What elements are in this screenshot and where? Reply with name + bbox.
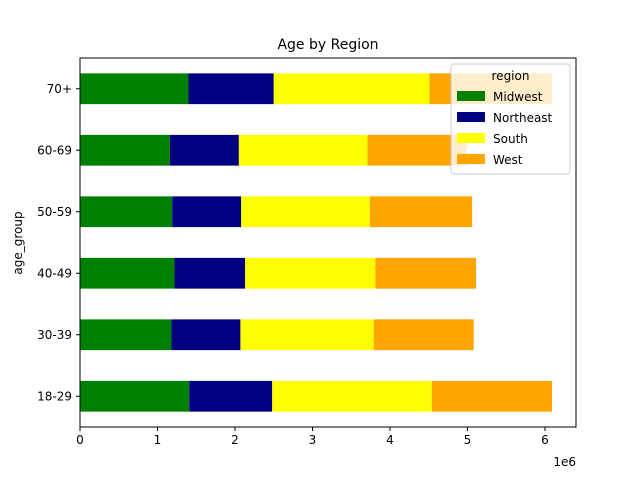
- bar-west-30-39: [373, 319, 474, 351]
- x-tick-label: 5: [464, 433, 472, 447]
- legend-label-midwest: Midwest: [493, 90, 543, 104]
- y-tick-label-18-29: 18-29: [37, 389, 72, 403]
- bars-layer: [80, 73, 552, 412]
- legend-swatch-northeast: [457, 112, 485, 122]
- bar-west-40-49: [375, 257, 477, 289]
- bar-south-18-29: [272, 380, 432, 412]
- bar-midwest-18-29: [80, 380, 190, 412]
- bar-midwest-30-39: [80, 319, 172, 351]
- y-tick-label-60-69: 60-69: [37, 143, 72, 157]
- x-tick-label: 1: [154, 433, 162, 447]
- bar-midwest-50-59: [80, 196, 173, 228]
- bar-northeast-50-59: [172, 196, 242, 228]
- bar-south-70+: [273, 73, 430, 105]
- bar-northeast-30-39: [171, 319, 241, 351]
- x-tick-label: 6: [541, 433, 549, 447]
- chart-title: Age by Region: [277, 37, 378, 53]
- plot-frame: [79, 57, 577, 428]
- legend-label-west: West: [493, 153, 523, 167]
- bar-northeast-40-49: [174, 257, 246, 289]
- legend: region Midwest Northeast South West: [450, 63, 571, 175]
- bar-south-60-69: [238, 134, 368, 166]
- bar-west-18-29: [431, 380, 552, 412]
- y-tick-label-30-39: 30-39: [37, 328, 72, 342]
- legend-title: region: [492, 69, 530, 83]
- legend-swatch-west: [457, 154, 485, 164]
- bar-northeast-60-69: [169, 134, 239, 166]
- bar-midwest-70+: [80, 73, 189, 105]
- legend-swatch-south: [457, 133, 485, 143]
- axes-layer: 0 1 2 3 4 5 6 18-29 30-39 40-49 50-59 60-69 70+: [37, 57, 577, 447]
- bar-south-40-49: [245, 257, 376, 289]
- legend-label-northeast: Northeast: [493, 111, 553, 125]
- x-axis-offset-label: 1e6: [553, 455, 576, 469]
- y-tick-label-70+: 70+: [47, 82, 72, 96]
- bar-south-30-39: [240, 319, 374, 351]
- bar-northeast-70+: [188, 73, 274, 105]
- x-tick-label: 2: [231, 433, 239, 447]
- bar-west-50-59: [369, 196, 473, 228]
- x-tick-label: 0: [76, 433, 84, 447]
- x-tick-label: 3: [309, 433, 317, 447]
- y-tick-label-50-59: 50-59: [37, 205, 72, 219]
- legend-swatch-midwest: [457, 91, 485, 101]
- bar-west-60-69: [367, 134, 467, 166]
- bar-northeast-18-29: [189, 380, 273, 412]
- x-tick-label: 4: [386, 433, 394, 447]
- y-axis-label: age_group: [11, 211, 25, 274]
- legend-label-south: South: [493, 132, 528, 146]
- bar-south-50-59: [241, 196, 370, 228]
- bar-midwest-40-49: [80, 257, 175, 289]
- bar-midwest-60-69: [80, 134, 170, 166]
- y-tick-label-40-49: 40-49: [37, 266, 72, 280]
